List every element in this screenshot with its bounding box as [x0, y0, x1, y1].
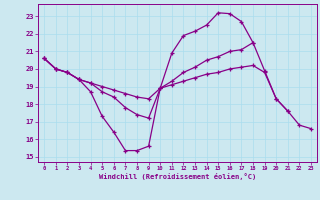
X-axis label: Windchill (Refroidissement éolien,°C): Windchill (Refroidissement éolien,°C) [99, 173, 256, 180]
